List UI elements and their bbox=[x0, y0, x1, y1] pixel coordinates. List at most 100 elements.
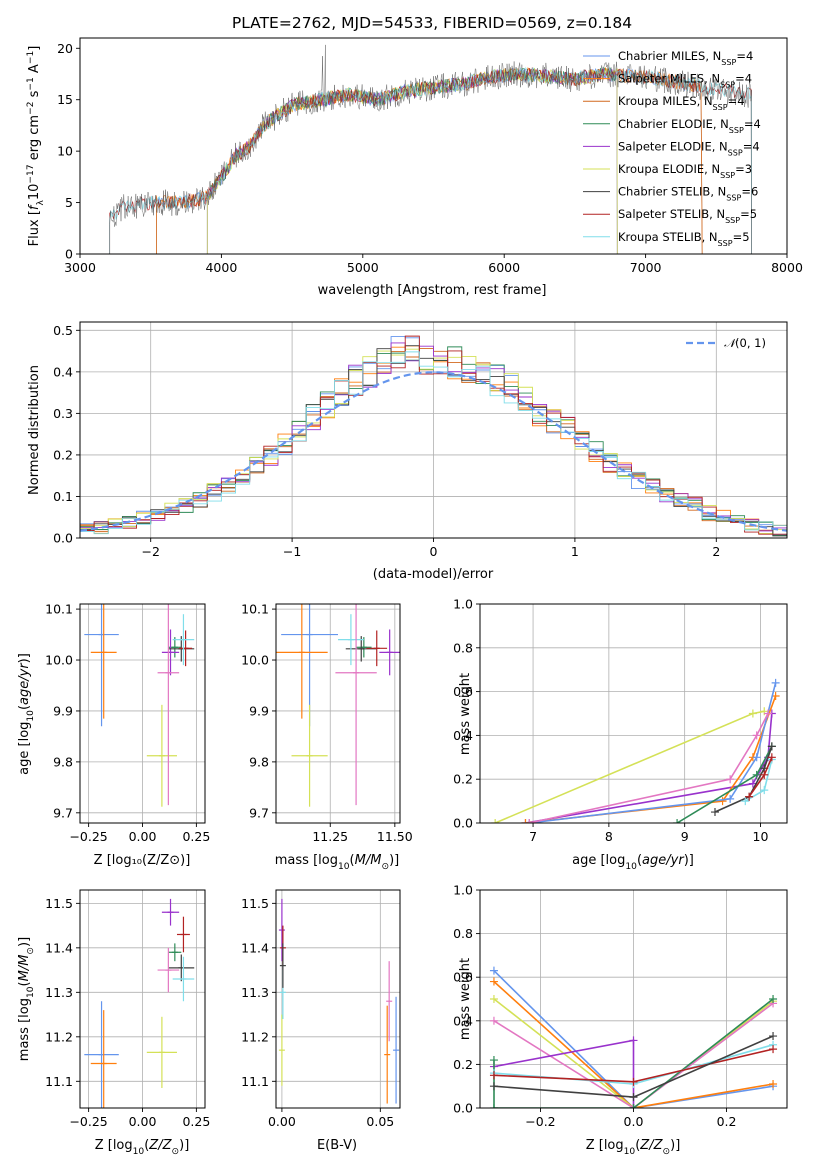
x-tick-label: −0.25 bbox=[69, 1114, 107, 1129]
weight-line bbox=[529, 682, 777, 823]
label-part: ⊙ bbox=[663, 1147, 671, 1157]
weight-marker bbox=[760, 770, 769, 779]
label-part: ( bbox=[637, 853, 642, 868]
x-tick-label: 6000 bbox=[488, 260, 520, 275]
label-part: =4 bbox=[736, 49, 753, 63]
label-part: Chabrier MILES, N bbox=[618, 49, 721, 63]
y-tick-label: 10.0 bbox=[45, 653, 73, 668]
weight-marker bbox=[741, 797, 750, 806]
axes-frame bbox=[275, 889, 401, 1109]
y-tick-label: 11.5 bbox=[45, 896, 73, 911]
grid bbox=[480, 604, 787, 823]
x-tick-label: 0.00 bbox=[129, 829, 157, 844]
label-part: ] bbox=[27, 46, 42, 51]
x-tick-label: −2 bbox=[141, 544, 159, 559]
label-part: SSP bbox=[725, 216, 740, 225]
errorbar bbox=[338, 614, 364, 666]
y-tick-label: 0.2 bbox=[53, 447, 73, 462]
label-part: Salpeter MILES, N bbox=[618, 72, 720, 86]
label-part: )] bbox=[389, 853, 399, 868]
label-part: M/M bbox=[355, 853, 382, 868]
histogram-step bbox=[80, 351, 787, 538]
weight-marker bbox=[489, 1016, 498, 1025]
label-part: 10 bbox=[133, 1147, 145, 1157]
label-part: ⊙ bbox=[26, 947, 36, 955]
y-tick-label: 11.4 bbox=[45, 940, 73, 955]
label-part: A bbox=[27, 64, 42, 77]
y-tick-label: 9.9 bbox=[249, 703, 269, 718]
marks bbox=[491, 678, 780, 823]
plot-area bbox=[276, 890, 400, 1108]
label-part: SSP bbox=[728, 148, 743, 157]
label-part: 10 bbox=[26, 986, 36, 998]
y-tick-label: 0.6 bbox=[453, 684, 473, 699]
weight-marker bbox=[764, 709, 773, 718]
legend: 𝒩(0, 1) bbox=[686, 336, 766, 350]
label-part: Salpeter ELODIE, N bbox=[618, 139, 728, 153]
label-part: −1 bbox=[26, 77, 36, 90]
legend-label: Salpeter MILES, NSSP=4 bbox=[618, 72, 752, 90]
errorbar bbox=[281, 604, 338, 727]
x-tick-label: 0 bbox=[430, 544, 438, 559]
weight-marker bbox=[769, 995, 778, 1003]
axes-frame bbox=[79, 889, 206, 1109]
label-part: 10 bbox=[27, 184, 42, 201]
y-tick-label: 9.8 bbox=[249, 754, 269, 769]
label-part: SSP bbox=[718, 238, 733, 247]
label-part: ( bbox=[635, 1138, 640, 1153]
label-part: SSP bbox=[720, 171, 735, 180]
weight-marker bbox=[726, 794, 735, 803]
y-tick-label: 0.4 bbox=[453, 728, 473, 743]
label-part: Chabrier ELODIE, N bbox=[618, 117, 729, 131]
y-tick-label: 0.4 bbox=[453, 1013, 473, 1028]
label-part: Z [log bbox=[95, 1138, 133, 1153]
marks bbox=[109, 44, 752, 254]
label-part: =5 bbox=[740, 207, 757, 221]
weight-marker bbox=[752, 753, 761, 762]
spectrum-line bbox=[206, 67, 618, 254]
x-tick-label: 9 bbox=[681, 829, 689, 844]
axes-frame bbox=[275, 603, 401, 824]
y-tick-label: 0.8 bbox=[453, 926, 473, 941]
y-tick-label: 0.1 bbox=[53, 489, 73, 504]
y-tick-label: 11.4 bbox=[241, 940, 269, 955]
label-part: )] bbox=[670, 1138, 680, 1153]
legend-label: Chabrier ELODIE, NSSP=4 bbox=[618, 117, 761, 135]
legend-label: Chabrier STELIB, NSSP=6 bbox=[618, 185, 758, 203]
marks bbox=[84, 604, 195, 807]
errorbar bbox=[278, 898, 285, 962]
errorbar bbox=[157, 947, 180, 993]
label-part: Z [log bbox=[586, 1138, 624, 1153]
label-part: SSP bbox=[713, 103, 728, 112]
x-tick-label: 10 bbox=[753, 829, 769, 844]
x-tick-label: −1 bbox=[283, 544, 301, 559]
spectrum-line bbox=[206, 68, 618, 254]
plot-area bbox=[80, 890, 205, 1108]
x-tick-label: 0.00 bbox=[129, 1114, 157, 1129]
label-part: )] bbox=[17, 937, 32, 947]
weight-marker bbox=[629, 1104, 638, 1108]
x-tick-label: 0.25 bbox=[182, 1114, 210, 1129]
label-part: =5 bbox=[733, 230, 750, 244]
weight-z-axes: −0.2 0.0 0.2 0.0 0.2 0.4 0.6 0.8 1.0 bbox=[453, 883, 788, 1129]
errorbar bbox=[168, 954, 195, 982]
x-tick-label: 8000 bbox=[771, 260, 803, 275]
y-tick-label: 10.1 bbox=[241, 602, 269, 617]
weight-marker bbox=[489, 1082, 498, 1091]
y-axis-label: Normed distribution bbox=[27, 365, 42, 495]
errorbar bbox=[384, 1005, 391, 1104]
y-axis-label: mass weight bbox=[458, 958, 473, 1040]
age-z-axes: −0.25 0.00 0.25 9.7 9.8 9.9 10.0 10.1 bbox=[45, 602, 210, 844]
label-part: erg cm bbox=[27, 115, 42, 164]
histogram-axes: −2 −1 0 1 2 0.0 0.1 0.2 0.3 0.4 0.5 bbox=[53, 321, 788, 559]
y-axis-label: age [log10(age/yr)] bbox=[17, 653, 36, 775]
grid bbox=[276, 890, 400, 1108]
y-tick-label: 0 bbox=[65, 247, 73, 262]
y-tick-label: 0.8 bbox=[453, 640, 473, 655]
weight-marker bbox=[771, 678, 780, 687]
label-part: −2 bbox=[26, 102, 36, 115]
weight-line bbox=[493, 970, 774, 1108]
plot-area bbox=[276, 604, 400, 823]
label-part: s bbox=[27, 90, 42, 101]
